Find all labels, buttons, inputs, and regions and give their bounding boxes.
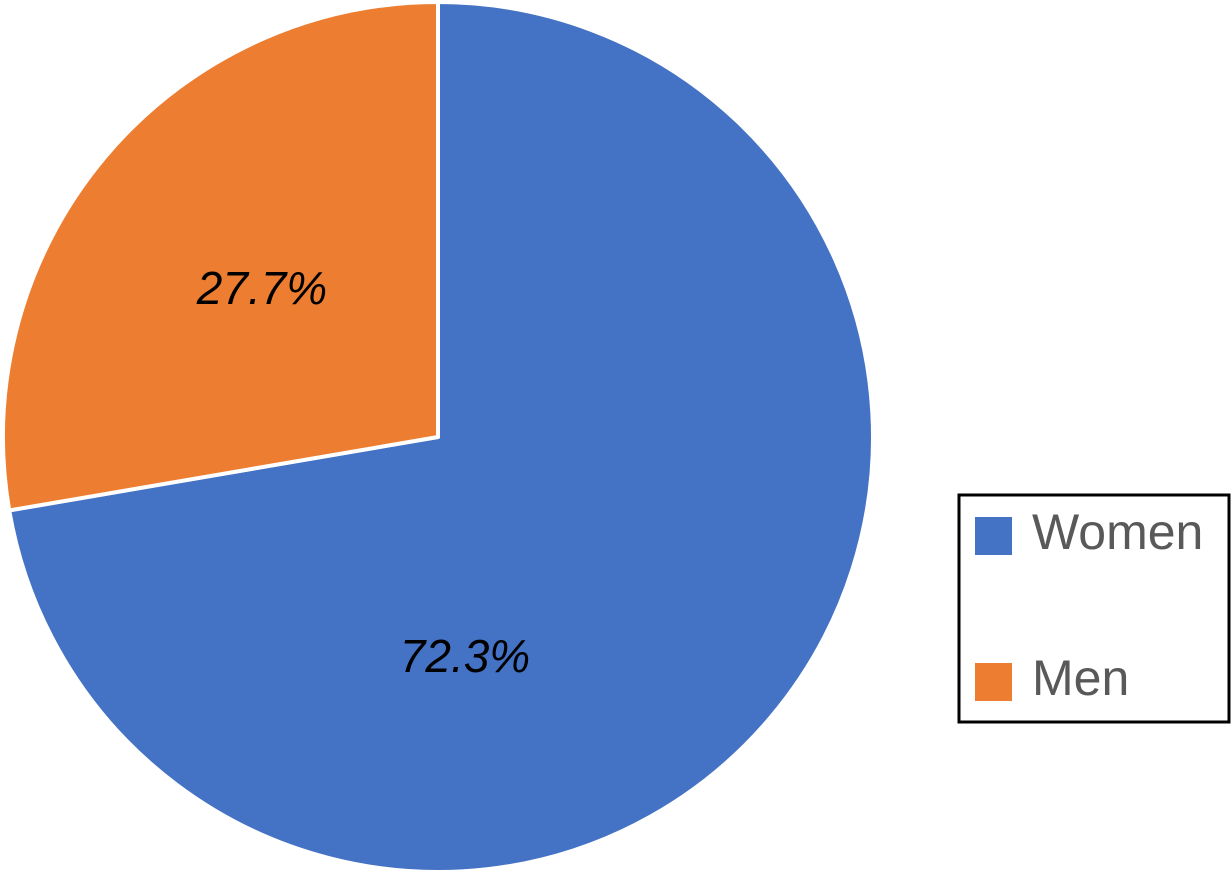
legend-swatch <box>975 663 1012 701</box>
legend-label: Women <box>1032 504 1203 560</box>
legend: Women Men <box>975 504 1203 706</box>
data-label: 27.7% <box>196 262 327 314</box>
legend-swatch <box>975 517 1012 555</box>
pie-slice <box>7 0 875 874</box>
pie-slice <box>1 0 440 513</box>
legend-label: Men <box>1032 650 1129 706</box>
data-label: 72.3% <box>400 630 530 682</box>
pie: 72.3% 27.7% <box>1 0 875 874</box>
